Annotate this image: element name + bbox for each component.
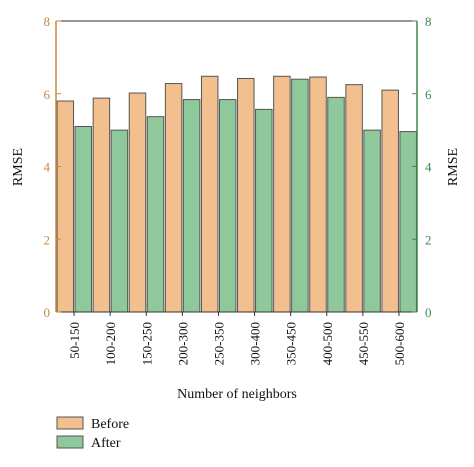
bar-before-300-400 xyxy=(237,77,255,313)
bar-after-50-150 xyxy=(74,125,93,313)
y-tick-label-right: 4 xyxy=(425,160,432,175)
bar-after-250-350 xyxy=(218,99,237,313)
y-tick-label-left: 0 xyxy=(44,305,51,320)
bar-after-100-200 xyxy=(110,129,129,313)
legend-label-before: Before xyxy=(91,417,129,432)
x-axis-title: Number of neighbors xyxy=(177,387,297,402)
bar-after-350-450 xyxy=(291,78,309,313)
x-tick-label: 200-300 xyxy=(175,322,190,365)
y-tick-label-right: 8 xyxy=(425,14,432,29)
bar-before-500-600 xyxy=(381,89,399,313)
x-tick-label: 450-550 xyxy=(356,322,371,365)
bar-after-300-400 xyxy=(255,108,273,313)
x-tick-label: 300-400 xyxy=(248,322,263,365)
x-tick-label: 500-600 xyxy=(392,322,407,365)
y-tick-label-left: 6 xyxy=(44,87,51,102)
bar-before-150-250 xyxy=(128,92,147,313)
bar-before-250-350 xyxy=(200,75,219,313)
bar-after-150-250 xyxy=(146,116,165,313)
x-tick-label: 350-450 xyxy=(284,322,299,365)
legend-swatch-after xyxy=(56,435,84,449)
y-axis-title-right: RMSE xyxy=(446,148,461,186)
bar-before-350-450 xyxy=(273,75,291,313)
bar-after-450-550 xyxy=(363,129,381,313)
bar-before-100-200 xyxy=(92,97,111,313)
x-tick-label: 400-500 xyxy=(320,322,335,365)
bar-after-500-600 xyxy=(399,131,417,313)
x-tick-label: 250-350 xyxy=(211,322,226,365)
plot-area: 50-150 100-200 150-250 200-300 250-350 300-40… xyxy=(44,14,433,365)
x-tick-label: 150-250 xyxy=(139,322,154,365)
y-tick-label-right: 0 xyxy=(425,305,432,320)
y-axis-title-left: RMSE xyxy=(11,148,26,186)
y-tick-label-left: 4 xyxy=(44,160,51,175)
bar-before-400-500 xyxy=(309,76,327,313)
x-tick-label: 50-150 xyxy=(67,322,82,359)
y-tick-label-left: 8 xyxy=(44,14,51,29)
bar-after-200-300 xyxy=(182,99,201,313)
bar-after-400-500 xyxy=(327,96,345,313)
bar-before-50-150 xyxy=(56,100,75,313)
bar-before-450-550 xyxy=(345,84,363,313)
legend-swatch-before xyxy=(56,416,84,430)
bar-before-200-300 xyxy=(164,83,183,313)
y-tick-label-right: 2 xyxy=(425,232,432,247)
legend: Before After xyxy=(56,416,129,451)
x-tick-label: 100-200 xyxy=(103,322,118,365)
legend-label-after: After xyxy=(91,436,121,451)
y-tick-label-right: 6 xyxy=(425,87,432,102)
y-tick-label-left: 2 xyxy=(44,232,51,247)
